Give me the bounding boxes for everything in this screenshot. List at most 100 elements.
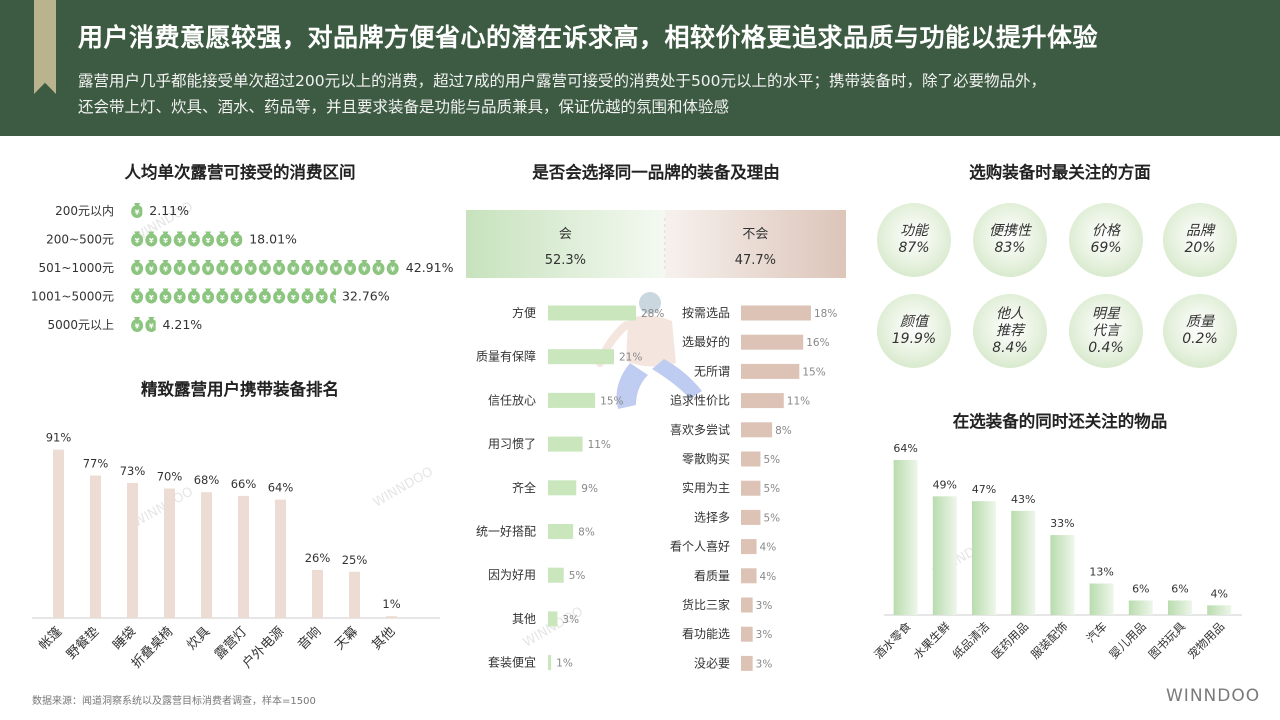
gear-bar	[386, 616, 397, 618]
money-bag-icon: ¥	[187, 288, 200, 304]
no-reason-bar	[741, 655, 753, 671]
gear-category-label: 帐篷	[36, 624, 65, 653]
money-bag-icon: ¥	[131, 317, 144, 332]
focus-bubble-value: 87%	[898, 240, 930, 256]
subtitle-line-2: 还会带上灯、炊具、酒水、药品等，并且要求装备是功能与品质兼具，保证优越的氛围和体…	[78, 98, 730, 116]
svg-text:¥: ¥	[163, 294, 168, 302]
brand-chart-title: 是否会选择同一品牌的装备及理由	[532, 163, 780, 182]
no-reason-value: 11%	[787, 396, 810, 408]
ribbon-decoration	[34, 0, 56, 94]
no-reason-bar	[741, 393, 784, 409]
gear-category-label: 睡袋	[110, 624, 139, 653]
no-reason-label: 零散购买	[682, 451, 730, 466]
focus-bubble: 功能 87%	[877, 203, 951, 277]
focus-bubble-label: 便携性	[989, 223, 1031, 239]
yes-reason-value: 9%	[581, 483, 598, 495]
gear-category-label: 其他	[369, 624, 398, 653]
focus-bubble-label: 质量	[1186, 314, 1214, 330]
brand-logo: WINNDOO	[1166, 686, 1261, 706]
money-bag-icon: ¥	[230, 231, 243, 247]
money-bag-icon: ¥	[173, 231, 186, 247]
yes-reason-bar	[548, 392, 596, 408]
focus-bubble-label: 颜值	[900, 314, 928, 330]
svg-text:¥: ¥	[291, 266, 296, 274]
also-bar	[972, 501, 996, 615]
money-bag-icon: ¥	[145, 317, 156, 332]
no-reason-label: 实用为主	[682, 480, 730, 495]
focus-bubble-value: 8.4%	[992, 339, 1028, 356]
svg-text:¥: ¥	[135, 323, 140, 331]
no-reason-label: 看个人喜好	[670, 540, 730, 554]
also-value-label: 43%	[1011, 493, 1035, 506]
svg-text:¥: ¥	[206, 237, 211, 245]
yes-reason-label: 方便	[512, 305, 536, 320]
yes-reason-bar	[548, 305, 636, 321]
also-category-label: 纸品清洁	[950, 619, 992, 661]
no-reason-bar	[741, 539, 757, 555]
svg-text:¥: ¥	[149, 266, 154, 274]
money-bag-icon: ¥	[344, 260, 357, 275]
yes-reason-label: 用习惯了	[488, 436, 536, 451]
yes-summary-box	[466, 210, 665, 278]
money-bag-icon: ¥	[230, 260, 243, 275]
money-bag-icon: ¥	[159, 288, 172, 304]
no-reason-value: 8%	[775, 425, 792, 437]
yes-reason-bar	[548, 349, 614, 365]
gear-bar	[349, 571, 360, 618]
money-bag-icon: ¥	[173, 288, 186, 304]
svg-text:¥: ¥	[319, 294, 324, 302]
spend-bar: ¥ ¥ ¥ ¥ ¥ ¥ ¥ ¥ ¥ ¥ ¥ ¥ ¥ ¥ ¥	[131, 288, 336, 304]
spend-range-chart: 200元以内 ¥2.11%200~500元 ¥ ¥ ¥ ¥ ¥ ¥ ¥ ¥18.01%501~10…	[31, 203, 454, 332]
no-reason-bar	[741, 422, 773, 438]
money-bag-icon: ¥	[145, 231, 158, 247]
money-bag-icon: ¥	[159, 260, 172, 275]
gear-bar	[90, 475, 101, 618]
money-bag-icon: ¥	[216, 288, 229, 304]
gear-value-label: 1%	[382, 597, 400, 611]
no-reason-value: 5%	[763, 512, 780, 524]
gear-bar	[238, 495, 249, 618]
gear-bar	[164, 488, 175, 618]
yes-reason-label: 因为好用	[488, 568, 536, 582]
svg-text:¥: ¥	[220, 237, 225, 245]
yes-reason-label: 统一好搭配	[476, 525, 536, 539]
no-reason-label: 没必要	[694, 655, 730, 670]
no-reason-label: 看质量	[694, 569, 730, 583]
spend-bar: ¥ ¥	[131, 317, 156, 332]
svg-text:¥: ¥	[191, 294, 196, 302]
money-bag-icon: ¥	[301, 260, 314, 275]
no-reason-label: 看功能选	[682, 627, 730, 641]
money-bag-icon: ¥	[315, 260, 328, 275]
money-bag-icon: ¥	[131, 260, 144, 275]
no-reason-value: 18%	[814, 308, 837, 320]
money-bag-icon: ¥	[173, 260, 186, 275]
focus-bubble-label: 功能	[900, 223, 928, 239]
no-reason-label: 选最好的	[682, 334, 730, 349]
data-source-note: 数据来源：闻道洞察系统以及露营目标消费者调查，样本=1500	[32, 696, 316, 707]
focus-bubble: 颜值 19.9%	[877, 294, 951, 368]
svg-text:¥: ¥	[177, 294, 182, 302]
money-bag-icon: ¥	[287, 260, 300, 275]
also-bar	[1089, 583, 1114, 615]
also-value-label: 64%	[893, 442, 917, 455]
no-reason-label: 喜欢多尝试	[670, 422, 730, 437]
focus-bubble-label: 品牌	[1186, 223, 1214, 239]
also-category-label: 酒水零食	[871, 619, 914, 662]
no-reason-value: 3%	[756, 629, 773, 641]
no-reason-label: 无所谓	[694, 364, 730, 378]
svg-text:¥: ¥	[206, 294, 211, 302]
svg-text:¥: ¥	[248, 266, 253, 274]
page-title: 用户消费意愿较强，对品牌方便省心的潜在诉求高，相较价格更追求品质与功能以提升体验	[78, 23, 1099, 52]
money-bag-icon: ¥	[372, 260, 385, 275]
focus-bubble: 他人 推荐 8.4%	[973, 294, 1047, 368]
no-reason-value: 16%	[806, 337, 829, 349]
gear-value-label: 25%	[342, 553, 368, 567]
money-bag-icon: ¥	[187, 260, 200, 275]
gear-value-label: 64%	[268, 481, 294, 495]
no-reason-label: 选择多	[694, 510, 730, 524]
gear-value-label: 73%	[120, 464, 146, 478]
no-summary-box	[664, 210, 846, 278]
svg-text:¥: ¥	[234, 237, 239, 245]
focus-bubble: 便携性 83%	[973, 203, 1047, 277]
also-bar	[932, 496, 957, 615]
